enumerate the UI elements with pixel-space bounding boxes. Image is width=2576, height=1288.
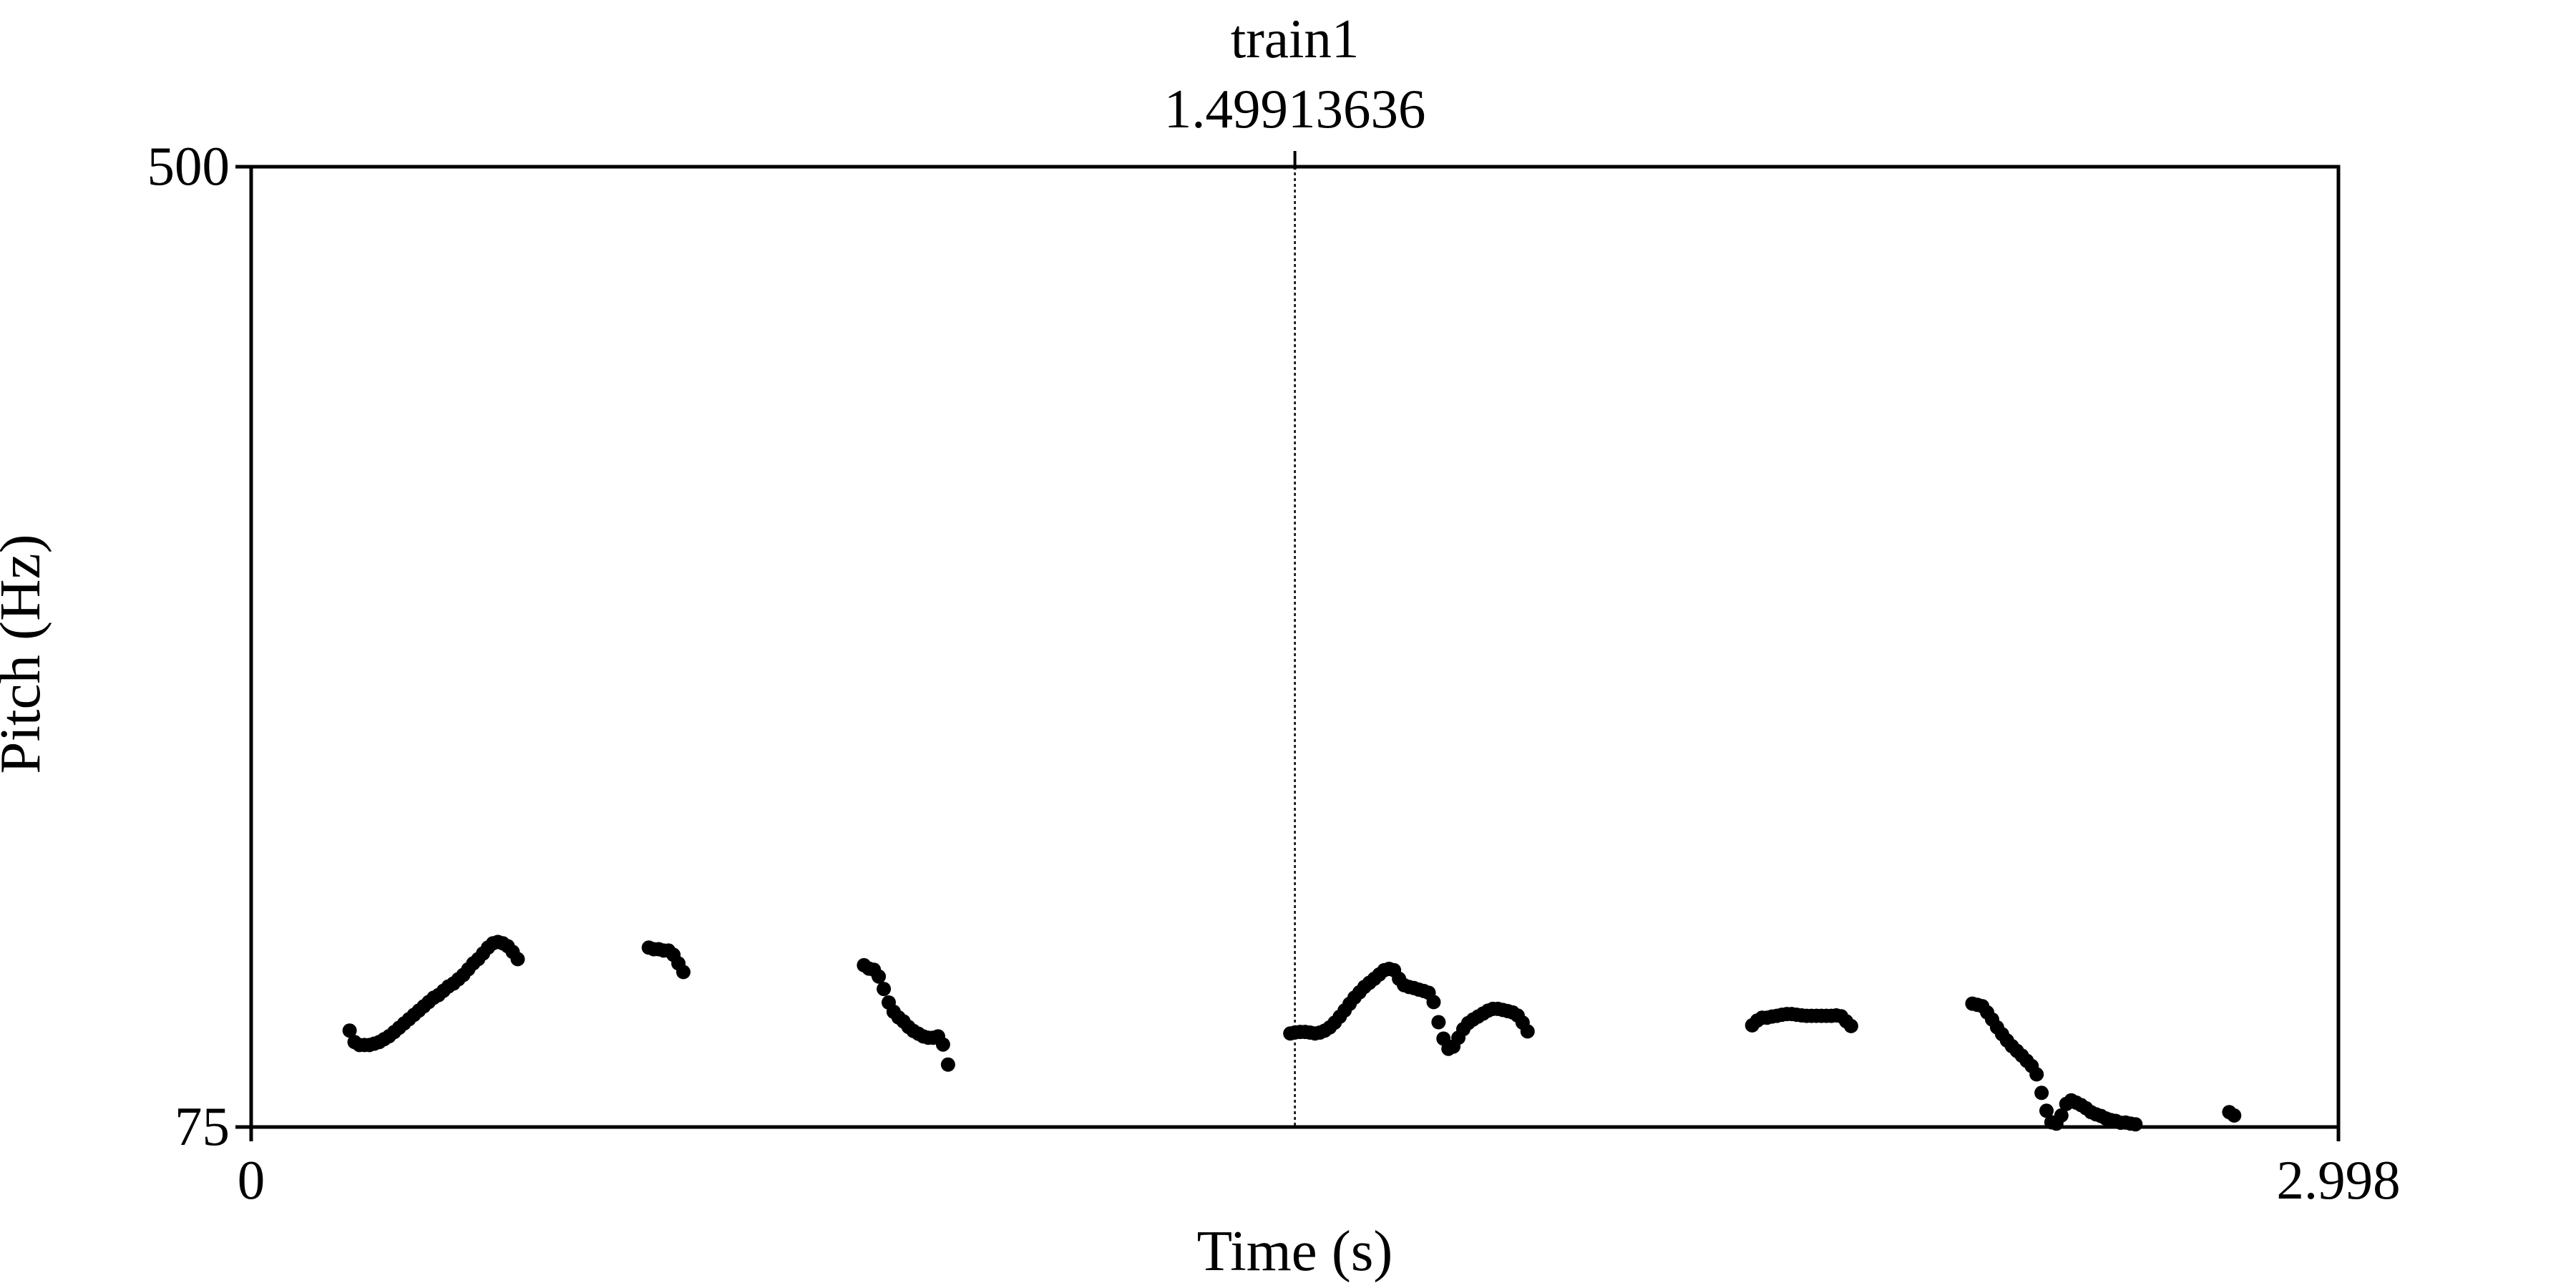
pitch-point: [676, 965, 691, 980]
pitch-point: [2029, 1067, 2044, 1082]
y-axis-title: Pitch (Hz): [0, 534, 52, 774]
pitch-point: [935, 1037, 950, 1052]
pitch-point: [1426, 995, 1441, 1010]
x-tick-label-min: 0: [238, 1149, 265, 1211]
pitch-point: [2039, 1103, 2054, 1118]
x-axis-title: Time (s): [1197, 1219, 1393, 1283]
pitch-point: [1520, 1024, 1535, 1039]
pitch-point: [1843, 1018, 1858, 1033]
pitch-point: [342, 1023, 357, 1038]
pitch-point: [940, 1057, 955, 1072]
pitch-point: [2034, 1085, 2049, 1101]
pitch-point: [872, 969, 887, 984]
pitch-point: [510, 952, 525, 967]
pitch-point: [2227, 1108, 2242, 1123]
y-tick-label-min: 75: [175, 1096, 230, 1157]
pitch-point: [877, 982, 892, 997]
plot-frame: [249, 165, 2341, 1129]
pitch-point: [1431, 1015, 1446, 1030]
pitch-point: [2054, 1108, 2069, 1123]
pitch-point: [2128, 1117, 2143, 1132]
marker-time-label: 1.49913636: [1164, 78, 1426, 140]
marker-label: train1: [1231, 8, 1360, 69]
x-tick-label-max: 2.998: [2276, 1149, 2400, 1211]
pitch-points: [342, 935, 2242, 1132]
y-tick-label-max: 500: [147, 135, 230, 197]
